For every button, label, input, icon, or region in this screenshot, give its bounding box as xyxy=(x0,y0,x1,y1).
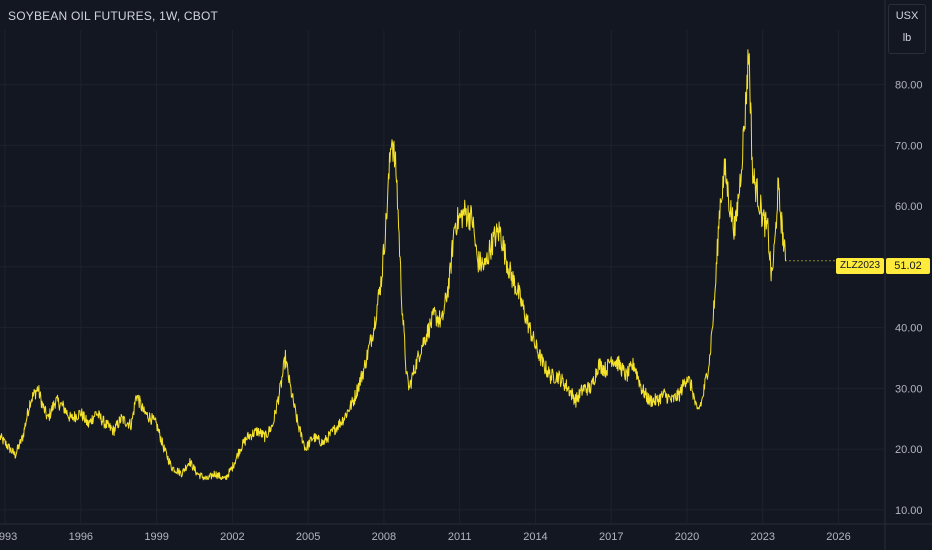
unit-selector[interactable]: USX lb xyxy=(888,4,926,54)
x-tick-label: 2026 xyxy=(826,531,850,543)
quantity-unit: lb xyxy=(902,32,912,44)
currency-unit: USX xyxy=(895,10,919,22)
price-series xyxy=(0,49,884,481)
chart-title: SOYBEAN OIL FUTURES, 1W, CBOT xyxy=(8,9,219,23)
x-tick-label: 2020 xyxy=(675,531,699,543)
x-tick-label: 1996 xyxy=(69,531,93,543)
x-tick-label: 2014 xyxy=(523,531,547,543)
x-tick-label: 2002 xyxy=(220,531,244,543)
y-tick-label: 40.00 xyxy=(895,323,923,335)
time-axis[interactable]: 1993 1996 1999 2002 2005 2008 2011 2014 2017 2020… xyxy=(0,531,851,543)
x-tick-label: 2011 xyxy=(448,531,472,543)
y-tick-label: 10.00 xyxy=(895,505,923,517)
price-line xyxy=(0,49,786,481)
x-tick-label: 1993 xyxy=(0,531,17,543)
x-tick-label: 2023 xyxy=(751,531,775,543)
y-tick-label: 70.00 xyxy=(895,140,923,152)
y-tick-label: 80.00 xyxy=(895,80,923,92)
y-tick-label: 30.00 xyxy=(895,383,923,395)
x-tick-label: 2008 xyxy=(372,531,396,543)
y-tick-label: 20.00 xyxy=(895,444,923,456)
x-tick-label: 1999 xyxy=(144,531,168,543)
last-price-label: 51.02 xyxy=(886,258,930,274)
symbol-label: ZLZ2023 xyxy=(836,258,884,274)
x-tick-label: 2017 xyxy=(599,531,623,543)
y-tick-label: 60.00 xyxy=(895,201,923,213)
x-tick-label: 2005 xyxy=(296,531,320,543)
